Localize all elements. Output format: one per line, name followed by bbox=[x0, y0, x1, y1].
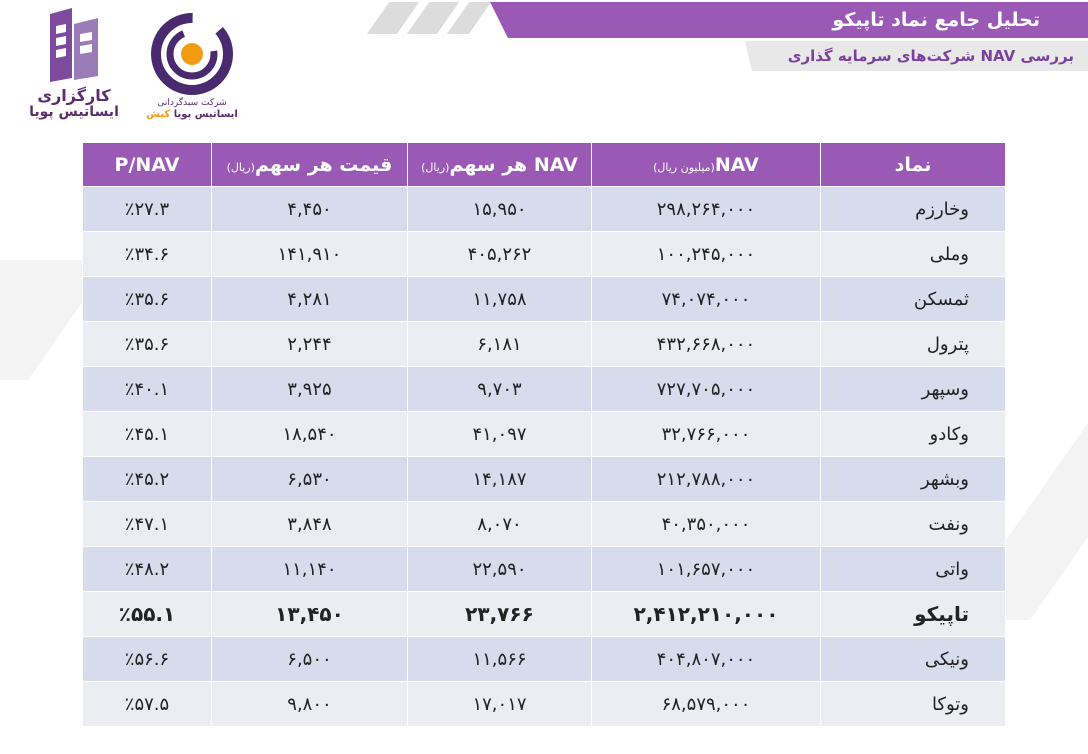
nav-per-share-cell: ۸,۰۷۰ bbox=[407, 501, 592, 547]
brokerage-name-line2: ایساتیس پویا bbox=[29, 104, 119, 120]
portfolio-caption: شرکت سبدگردانی bbox=[157, 98, 227, 108]
nav-per-share-cell: ۱۱,۷۵۸ bbox=[407, 276, 592, 322]
circle-logo-icon bbox=[151, 13, 233, 95]
table-row-highlighted: ٪۵۵.۱ ۱۳,۴۵۰ ۲۳,۷۶۶ ۲,۴۱۲,۲۱۰,۰۰۰ تاپیکو bbox=[82, 591, 1006, 637]
nav-cell: ۳۲,۷۶۶,۰۰۰ bbox=[591, 411, 821, 457]
pnav-cell: ٪۳۴.۶ bbox=[82, 231, 212, 277]
price-cell: ۴,۲۸۱ bbox=[211, 276, 408, 322]
table-row: ٪۴۷.۱ ۳,۸۴۸ ۸,۰۷۰ ۴۰,۳۵۰,۰۰۰ ونفت bbox=[82, 501, 1006, 547]
header-price: قیمت هر سهم(ریال) bbox=[211, 142, 408, 187]
nav-cell: ۲۹۸,۲۶۴,۰۰۰ bbox=[591, 186, 821, 232]
symbol-cell: واتی bbox=[820, 546, 1006, 592]
nav-per-share-cell: ۴۰۵,۲۶۲ bbox=[407, 231, 592, 277]
nav-per-share-cell: ۱۱,۵۶۶ bbox=[407, 636, 592, 682]
portfolio-name-accent: کیش bbox=[146, 109, 171, 120]
pnav-cell: ٪۵۶.۶ bbox=[82, 636, 212, 682]
price-cell: ۱۴۱,۹۱۰ bbox=[211, 231, 408, 277]
pnav-cell: ٪۴۵.۱ bbox=[82, 411, 212, 457]
table-row: ٪۳۴.۶ ۱۴۱,۹۱۰ ۴۰۵,۲۶۲ ۱۰۰,۲۴۵,۰۰۰ وملی bbox=[82, 231, 1006, 277]
table-row: ٪۲۷.۳ ۴,۴۵۰ ۱۵,۹۵۰ ۲۹۸,۲۶۴,۰۰۰ وخارزم bbox=[82, 186, 1006, 232]
pnav-cell: ٪۵۵.۱ bbox=[82, 591, 212, 637]
price-cell: ۴,۴۵۰ bbox=[211, 186, 408, 232]
pnav-cell: ٪۴۷.۱ bbox=[82, 501, 212, 547]
header-symbol: نماد bbox=[820, 142, 1006, 187]
symbol-cell: تاپیکو bbox=[820, 591, 1006, 637]
nav-comparison-table: P/NAV قیمت هر سهم(ریال) NAV هر سهم(ریال)… bbox=[82, 142, 1006, 727]
nav-cell: ۶۸,۵۷۹,۰۰۰ bbox=[591, 681, 821, 727]
nav-per-share-cell: ۹,۷۰۳ bbox=[407, 366, 592, 412]
symbol-cell: وخارزم bbox=[820, 186, 1006, 232]
pnav-cell: ٪۳۵.۶ bbox=[82, 276, 212, 322]
nav-per-share-cell: ۶,۱۸۱ bbox=[407, 321, 592, 367]
nav-per-share-cell: ۲۳,۷۶۶ bbox=[407, 591, 592, 637]
nav-cell: ۲۱۲,۷۸۸,۰۰۰ bbox=[591, 456, 821, 502]
nav-per-share-cell: ۱۴,۱۸۷ bbox=[407, 456, 592, 502]
price-cell: ۱۱,۱۴۰ bbox=[211, 546, 408, 592]
nav-cell: ۴۳۲,۶۶۸,۰۰۰ bbox=[591, 321, 821, 367]
symbol-cell: ونیکی bbox=[820, 636, 1006, 682]
table-row: ٪۵۶.۶ ۶,۵۰۰ ۱۱,۵۶۶ ۴۰۴,۸۰۷,۰۰۰ ونیکی bbox=[82, 636, 1006, 682]
table-header-row: P/NAV قیمت هر سهم(ریال) NAV هر سهم(ریال)… bbox=[82, 142, 1006, 187]
pnav-cell: ٪۲۷.۳ bbox=[82, 186, 212, 232]
brokerage-name-line1: کارگزاری bbox=[37, 86, 111, 105]
price-cell: ۳,۹۲۵ bbox=[211, 366, 408, 412]
table-row: ٪۴۰.۱ ۳,۹۲۵ ۹,۷۰۳ ۷۲۷,۷۰۵,۰۰۰ وسپهر bbox=[82, 366, 1006, 412]
symbol-cell: وملی bbox=[820, 231, 1006, 277]
table-row: ٪۴۵.۱ ۱۸,۵۴۰ ۴۱,۰۹۷ ۳۲,۷۶۶,۰۰۰ وکادو bbox=[82, 411, 1006, 457]
price-cell: ۱۸,۵۴۰ bbox=[211, 411, 408, 457]
page-subtitle: بررسی NAV شرکت‌های سرمایه گذاری bbox=[787, 47, 1074, 65]
nav-cell: ۴۰۴,۸۰۷,۰۰۰ bbox=[591, 636, 821, 682]
pnav-cell: ٪۴۵.۲ bbox=[82, 456, 212, 502]
brokerage-logo: کارگزاری ایساتیس پویا bbox=[14, 6, 134, 124]
nav-cell: ۷۲۷,۷۰۵,۰۰۰ bbox=[591, 366, 821, 412]
page-title: تحلیل جامع نماد تاپیکو bbox=[832, 9, 1040, 31]
title-banner: تحلیل جامع نماد تاپیکو bbox=[490, 2, 1088, 38]
nav-cell: ۴۰,۳۵۰,۰۰۰ bbox=[591, 501, 821, 547]
table-row: ٪۳۵.۶ ۴,۲۸۱ ۱۱,۷۵۸ ۷۴,۰۷۴,۰۰۰ ثمسکن bbox=[82, 276, 1006, 322]
table-row: ٪۴۸.۲ ۱۱,۱۴۰ ۲۲,۵۹۰ ۱۰۱,۶۵۷,۰۰۰ واتی bbox=[82, 546, 1006, 592]
nav-per-share-cell: ۴۱,۰۹۷ bbox=[407, 411, 592, 457]
price-cell: ۲,۲۴۴ bbox=[211, 321, 408, 367]
header-nav-per-share: NAV هر سهم(ریال) bbox=[407, 142, 592, 187]
price-cell: ۱۳,۴۵۰ bbox=[211, 591, 408, 637]
nav-per-share-cell: ۱۷,۰۱۷ bbox=[407, 681, 592, 727]
nav-cell: ۷۴,۰۷۴,۰۰۰ bbox=[591, 276, 821, 322]
header-pnav: P/NAV bbox=[82, 142, 212, 187]
symbol-cell: وبشهر bbox=[820, 456, 1006, 502]
symbol-cell: وکادو bbox=[820, 411, 1006, 457]
portfolio-name: ایساتیس پویا کیش bbox=[142, 109, 242, 120]
symbol-cell: ونفت bbox=[820, 501, 1006, 547]
nav-cell: ۱۰۱,۶۵۷,۰۰۰ bbox=[591, 546, 821, 592]
table-row: ٪۳۵.۶ ۲,۲۴۴ ۶,۱۸۱ ۴۳۲,۶۶۸,۰۰۰ پترول bbox=[82, 321, 1006, 367]
building-logo-icon bbox=[50, 8, 98, 82]
symbol-cell: وسپهر bbox=[820, 366, 1006, 412]
table-row: ٪۴۵.۲ ۶,۵۳۰ ۱۴,۱۸۷ ۲۱۲,۷۸۸,۰۰۰ وبشهر bbox=[82, 456, 1006, 502]
subtitle-banner: بررسی NAV شرکت‌های سرمایه گذاری bbox=[745, 41, 1088, 71]
nav-per-share-cell: ۲۲,۵۹۰ bbox=[407, 546, 592, 592]
price-cell: ۶,۵۰۰ bbox=[211, 636, 408, 682]
symbol-cell: وتوکا bbox=[820, 681, 1006, 727]
price-cell: ۹,۸۰۰ bbox=[211, 681, 408, 727]
nav-cell: ۲,۴۱۲,۲۱۰,۰۰۰ bbox=[591, 591, 821, 637]
nav-per-share-cell: ۱۵,۹۵۰ bbox=[407, 186, 592, 232]
table-row: ٪۵۷.۵ ۹,۸۰۰ ۱۷,۰۱۷ ۶۸,۵۷۹,۰۰۰ وتوکا bbox=[82, 681, 1006, 727]
pnav-cell: ٪۳۵.۶ bbox=[82, 321, 212, 367]
portfolio-name-main: ایساتیس پویا bbox=[173, 109, 238, 120]
pnav-cell: ٪۴۰.۱ bbox=[82, 366, 212, 412]
portfolio-logo: شرکت سبدگردانی ایساتیس پویا کیش bbox=[142, 12, 242, 122]
price-cell: ۳,۸۴۸ bbox=[211, 501, 408, 547]
symbol-cell: پترول bbox=[820, 321, 1006, 367]
price-cell: ۶,۵۳۰ bbox=[211, 456, 408, 502]
pnav-cell: ٪۴۸.۲ bbox=[82, 546, 212, 592]
header-nav: NAV(میلیون ریال) bbox=[591, 142, 821, 187]
symbol-cell: ثمسکن bbox=[820, 276, 1006, 322]
nav-cell: ۱۰۰,۲۴۵,۰۰۰ bbox=[591, 231, 821, 277]
pnav-cell: ٪۵۷.۵ bbox=[82, 681, 212, 727]
